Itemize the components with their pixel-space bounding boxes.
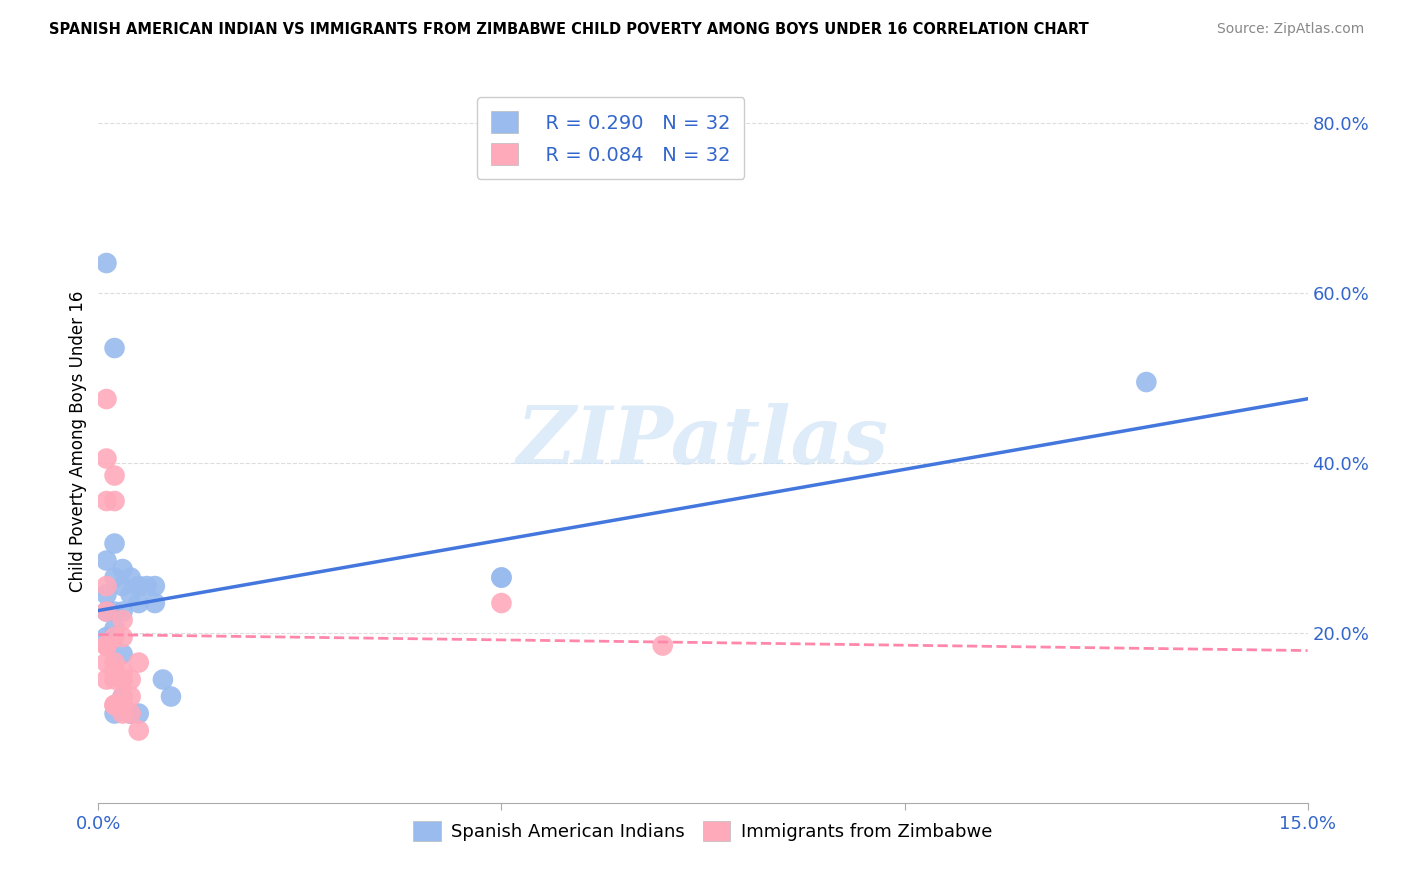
Point bbox=[96, 630, 118, 644]
Point bbox=[103, 468, 125, 483]
Point bbox=[160, 690, 183, 704]
Point bbox=[120, 690, 142, 704]
Point bbox=[111, 664, 134, 678]
Point bbox=[96, 656, 118, 670]
Point bbox=[96, 579, 118, 593]
Point bbox=[128, 579, 150, 593]
Point bbox=[128, 706, 150, 721]
Point bbox=[111, 562, 134, 576]
Point bbox=[96, 256, 118, 270]
Point bbox=[491, 570, 513, 584]
Point bbox=[128, 723, 150, 738]
Point bbox=[111, 605, 134, 619]
Point bbox=[111, 706, 134, 721]
Point bbox=[120, 706, 142, 721]
Point bbox=[96, 639, 118, 653]
Point bbox=[152, 673, 174, 687]
Point bbox=[103, 622, 125, 636]
Text: SPANISH AMERICAN INDIAN VS IMMIGRANTS FROM ZIMBABWE CHILD POVERTY AMONG BOYS UND: SPANISH AMERICAN INDIAN VS IMMIGRANTS FR… bbox=[49, 22, 1090, 37]
Point bbox=[111, 630, 134, 644]
Point bbox=[103, 494, 125, 508]
Point bbox=[111, 690, 134, 704]
Point bbox=[120, 588, 142, 602]
Point bbox=[143, 596, 166, 610]
Point bbox=[491, 570, 513, 584]
Point bbox=[96, 673, 118, 687]
Point bbox=[103, 698, 125, 712]
Legend: Spanish American Indians, Immigrants from Zimbabwe: Spanish American Indians, Immigrants fro… bbox=[406, 814, 1000, 848]
Point bbox=[96, 639, 118, 653]
Point bbox=[103, 673, 125, 687]
Point bbox=[96, 392, 118, 406]
Point bbox=[96, 588, 118, 602]
Point bbox=[103, 664, 125, 678]
Point bbox=[120, 570, 142, 584]
Point bbox=[96, 494, 118, 508]
Point bbox=[103, 341, 125, 355]
Point bbox=[96, 451, 118, 466]
Point bbox=[103, 706, 125, 721]
Point bbox=[120, 706, 142, 721]
Point bbox=[103, 698, 125, 712]
Point bbox=[111, 673, 134, 687]
Point bbox=[96, 605, 118, 619]
Text: Source: ZipAtlas.com: Source: ZipAtlas.com bbox=[1216, 22, 1364, 37]
Point bbox=[120, 673, 142, 687]
Point bbox=[120, 706, 142, 721]
Point bbox=[111, 698, 134, 712]
Point bbox=[103, 656, 125, 670]
Point bbox=[128, 656, 150, 670]
Point bbox=[111, 647, 134, 661]
Point bbox=[103, 536, 125, 550]
Text: ZIPatlas: ZIPatlas bbox=[517, 403, 889, 480]
Point bbox=[128, 596, 150, 610]
Point bbox=[103, 570, 125, 584]
Point bbox=[111, 579, 134, 593]
Point bbox=[143, 579, 166, 593]
Point bbox=[111, 613, 134, 627]
Point bbox=[96, 639, 118, 653]
Point bbox=[491, 596, 513, 610]
Point bbox=[1135, 375, 1157, 389]
Point bbox=[651, 639, 673, 653]
Point bbox=[96, 553, 118, 567]
Y-axis label: Child Poverty Among Boys Under 16: Child Poverty Among Boys Under 16 bbox=[69, 291, 87, 592]
Point bbox=[111, 690, 134, 704]
Point bbox=[135, 579, 157, 593]
Point bbox=[96, 605, 118, 619]
Point bbox=[103, 630, 125, 644]
Point bbox=[103, 664, 125, 678]
Point bbox=[103, 605, 125, 619]
